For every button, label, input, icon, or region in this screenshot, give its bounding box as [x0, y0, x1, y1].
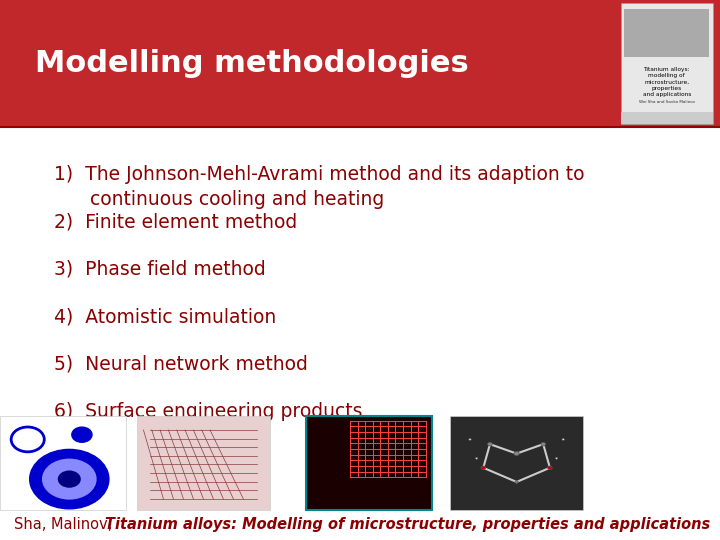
FancyBboxPatch shape	[306, 416, 432, 510]
Circle shape	[30, 449, 109, 509]
Circle shape	[514, 451, 519, 456]
Text: 4)  Atomistic simulation: 4) Atomistic simulation	[54, 307, 276, 326]
Text: Modelling methodologies: Modelling methodologies	[35, 49, 468, 78]
Text: Wei Sha and Savko Malinov: Wei Sha and Savko Malinov	[639, 100, 695, 104]
Circle shape	[487, 442, 492, 446]
FancyBboxPatch shape	[137, 416, 270, 510]
Circle shape	[548, 466, 552, 469]
FancyBboxPatch shape	[0, 0, 720, 127]
Text: Titanium alloys: Modelling of microstructure, properties and applications: Titanium alloys: Modelling of microstruc…	[105, 517, 711, 532]
Text: 2)  Finite element method: 2) Finite element method	[54, 212, 297, 231]
Circle shape	[541, 442, 546, 446]
Circle shape	[481, 466, 485, 469]
Text: Titanium alloys:
modelling of
microstructure,
properties
and applications: Titanium alloys: modelling of microstruc…	[642, 67, 691, 97]
Text: 5)  Neural network method: 5) Neural network method	[54, 355, 308, 374]
FancyBboxPatch shape	[621, 3, 713, 124]
Text: Sha, Malinov,: Sha, Malinov,	[14, 517, 117, 532]
FancyBboxPatch shape	[450, 416, 583, 510]
Text: 6)  Surface engineering products: 6) Surface engineering products	[54, 402, 362, 421]
Circle shape	[475, 457, 478, 459]
Circle shape	[562, 438, 564, 440]
FancyBboxPatch shape	[624, 9, 709, 57]
Circle shape	[555, 457, 558, 459]
Circle shape	[58, 470, 81, 488]
Text: 1)  The Johnson-Mehl-Avrami method and its adaption to
      continuous cooling : 1) The Johnson-Mehl-Avrami method and it…	[54, 165, 585, 208]
FancyBboxPatch shape	[0, 416, 126, 510]
Circle shape	[42, 458, 96, 500]
Circle shape	[515, 481, 518, 483]
Text: 3)  Phase field method: 3) Phase field method	[54, 260, 266, 279]
Circle shape	[469, 438, 471, 440]
Circle shape	[72, 427, 92, 442]
FancyBboxPatch shape	[621, 112, 713, 124]
